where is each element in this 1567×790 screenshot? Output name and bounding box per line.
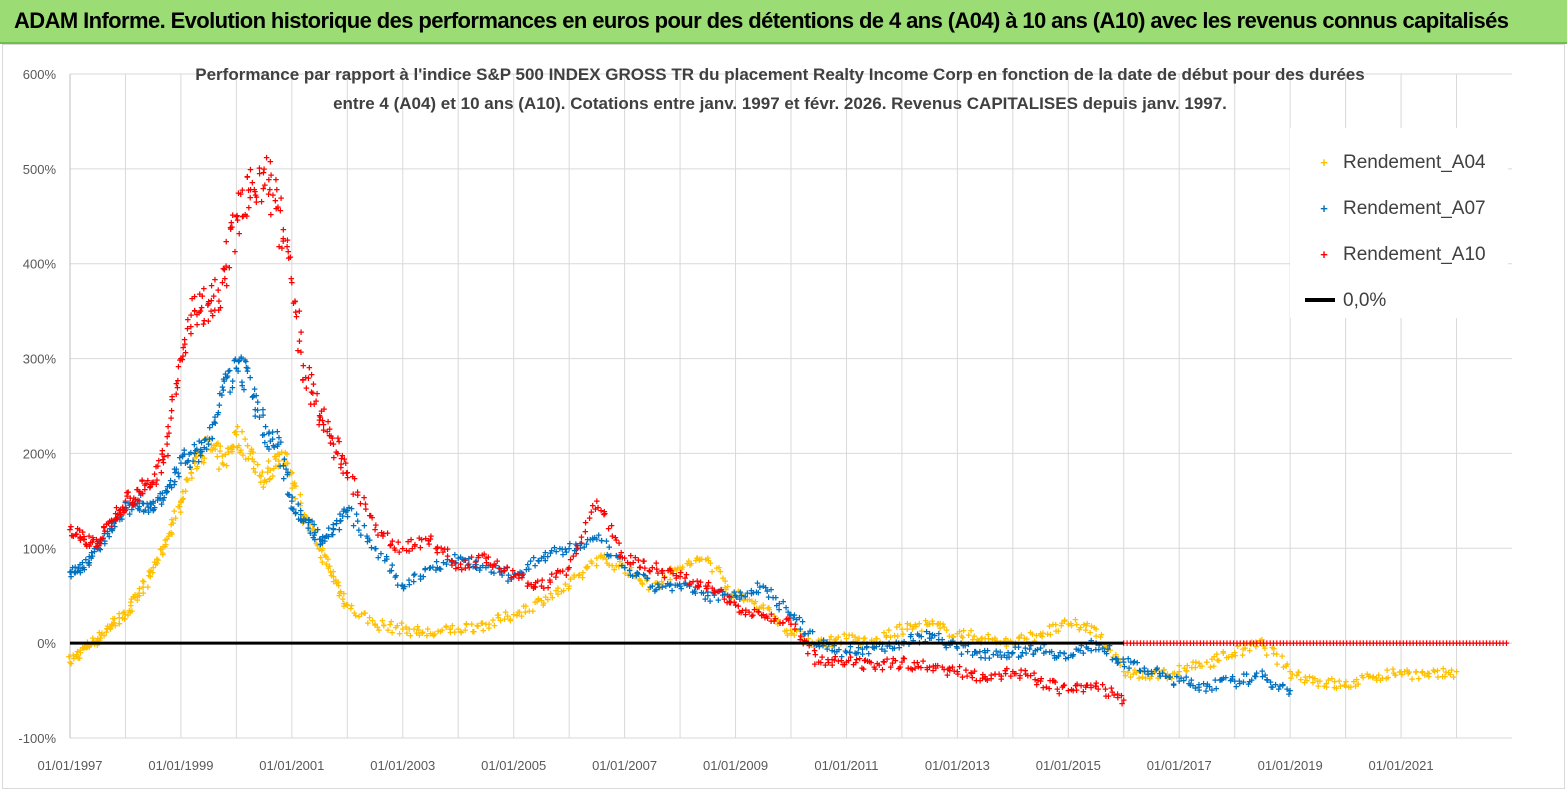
y-tick-label: 400% (23, 257, 57, 272)
x-tick-label: 01/01/2013 (925, 758, 990, 773)
data-point: + (284, 469, 290, 481)
data-point: + (182, 486, 188, 498)
y-tick-label: 300% (23, 352, 57, 367)
data-point: + (1287, 686, 1293, 698)
data-point: + (165, 451, 171, 463)
x-tick-label: 01/01/2019 (1258, 758, 1323, 773)
legend-label: Rendement_A04 (1343, 152, 1486, 173)
data-point: + (223, 237, 229, 249)
data-point: + (247, 164, 253, 176)
data-point: + (809, 627, 815, 639)
data-point: + (241, 385, 247, 397)
data-point: + (223, 460, 229, 472)
data-point: + (298, 347, 304, 359)
legend-cross-marker: + (1320, 247, 1328, 262)
data-point: + (180, 351, 186, 363)
data-point: + (296, 306, 302, 318)
series-Rendement_A04: ++++++++++++++++++++++++++++++++++++++++… (66, 422, 1460, 695)
legend-cross-marker: + (1320, 201, 1328, 216)
legend-cross-marker: + (1320, 155, 1328, 170)
data-point: + (336, 437, 342, 449)
data-point: + (226, 263, 232, 275)
data-point: + (278, 193, 284, 205)
data-point: + (236, 229, 242, 241)
data-point: + (260, 410, 266, 422)
x-tick-label: 01/01/2003 (370, 758, 435, 773)
data-point: + (289, 278, 295, 290)
data-point: + (287, 252, 293, 264)
data-point: + (222, 274, 228, 286)
x-tick-label: 01/01/2011 (814, 758, 878, 773)
data-point: + (351, 474, 357, 486)
chart-title-line1: Performance par rapport à l'indice S&P 5… (195, 65, 1364, 84)
y-tick-label: -100% (18, 731, 56, 746)
data-point: + (1121, 695, 1127, 707)
data-point: + (277, 206, 283, 218)
y-tick-label: 500% (23, 162, 57, 177)
legend: + Rendement_A04 + Rendement_A07 + Rendement_A… (1290, 128, 1508, 318)
y-tick-label: 600% (23, 67, 57, 82)
y-tick-label: 100% (23, 541, 57, 556)
x-axis-labels: 01/01/1997 01/01/1999 01/01/2001 01/01/2003… (37, 758, 1433, 773)
data-point: + (258, 197, 264, 209)
data-point: + (273, 175, 279, 187)
data-point: + (321, 404, 327, 416)
a10-zero-band: ++++++++++++++++++++++++++++++++++++++++… (1121, 638, 1510, 650)
y-axis-labels: -100% 0% 100% 200% 300% 400% 500% 600% (18, 67, 56, 746)
x-tick-label: 01/01/2007 (592, 758, 657, 773)
data-point: + (799, 616, 805, 628)
data-point: + (232, 247, 238, 259)
data-point: + (298, 327, 304, 339)
legend-label: 0,0% (1343, 290, 1386, 311)
y-tick-label: 0% (37, 636, 56, 651)
x-tick-label: 01/01/1999 (148, 758, 213, 773)
x-tick-label: 01/01/2001 (259, 758, 324, 773)
x-tick-label: 01/01/2009 (703, 758, 768, 773)
data-point: + (1503, 638, 1509, 650)
data-point: + (608, 520, 614, 532)
y-tick-label: 200% (23, 446, 57, 461)
data-point: + (278, 437, 284, 449)
x-tick-label: 01/01/2015 (1036, 758, 1101, 773)
x-tick-label: 01/01/2005 (481, 758, 546, 773)
x-tick-label: 01/01/2017 (1147, 758, 1212, 773)
data-point: + (173, 379, 179, 391)
data-point: + (428, 531, 434, 543)
data-point: + (145, 582, 151, 594)
data-point: + (247, 373, 253, 385)
data-point: + (267, 156, 273, 168)
data-point: + (168, 406, 174, 418)
data-point: + (602, 508, 608, 520)
data-point: + (216, 296, 222, 308)
chart-title-line2: entre 4 (A04) et 10 ans (A10). Cotations… (333, 94, 1227, 113)
data-point: + (1453, 667, 1459, 679)
legend-label: Rendement_A10 (1343, 244, 1486, 265)
legend-label: Rendement_A07 (1343, 198, 1486, 219)
x-tick-label: 01/01/1997 (37, 758, 102, 773)
x-tick-label: 01/01/2021 (1369, 758, 1434, 773)
data-point: + (209, 434, 215, 446)
